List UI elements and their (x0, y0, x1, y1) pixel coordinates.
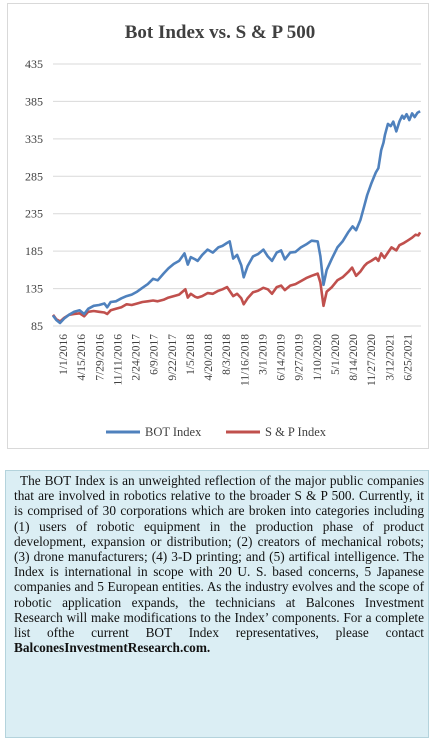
chart-title: Bot Index vs. S & P 500 (125, 22, 316, 43)
series-line-bot-index (51, 110, 421, 325)
x-tick-label: 3/12/2021 (384, 334, 396, 381)
x-tick-label: 11/27/2020 (366, 334, 378, 386)
x-tick-label: 3/1/2019 (257, 334, 269, 375)
series-lines (51, 110, 422, 325)
y-tick-label: 385 (25, 94, 43, 108)
x-tick-label: 5/1/2020 (330, 334, 342, 375)
x-tick-label: 8/14/2020 (348, 334, 360, 381)
x-tick-label: 1/5/2018 (185, 334, 197, 375)
x-tick-label: 1/1/2016 (58, 334, 70, 375)
x-tick-label: 9/27/2019 (294, 334, 306, 381)
y-tick-label: 435 (25, 57, 43, 71)
series-line-s-p-index (51, 231, 422, 323)
x-tick-label: 8/3/2018 (221, 334, 233, 375)
description-text: The BOT Index is an unweighted reflectio… (14, 473, 424, 641)
y-tick-label: 285 (25, 169, 43, 183)
legend-label: BOT Index (145, 425, 202, 439)
y-tick-label: 185 (25, 244, 43, 258)
y-tick-label: 85 (31, 319, 43, 333)
legend: BOT Index S & P Index (106, 425, 327, 439)
y-axis-tick-labels: 85 135 185 235 285 335 385 435 (25, 57, 43, 333)
description-panel: The BOT Index is an unweighted reflectio… (5, 470, 429, 738)
x-tick-label: 4/15/2016 (76, 334, 88, 381)
x-tick-label: 4/20/2018 (203, 334, 215, 381)
x-tick-label: 2/24/2017 (131, 334, 143, 381)
y-tick-label: 335 (25, 132, 43, 146)
x-tick-label: 11/16/2018 (239, 334, 251, 386)
x-tick-label: 9/22/2017 (167, 334, 179, 381)
y-tick-label: 135 (25, 282, 43, 296)
gridlines (53, 63, 421, 327)
x-tick-label: 6/9/2017 (149, 334, 161, 375)
x-tick-label: 7/29/2016 (94, 334, 106, 381)
x-axis-tick-labels: 1/1/2016 4/15/2016 7/29/2016 11/11/2016 2/24… (58, 334, 414, 386)
legend-label: S & P Index (265, 425, 327, 439)
x-tick-label: 1/10/2020 (312, 334, 324, 381)
x-tick-label: 6/25/2021 (402, 334, 414, 381)
contact-website-link[interactable]: BalconesInvestmentResearch.com. (14, 640, 211, 656)
x-tick-label: 11/11/2016 (112, 334, 124, 386)
y-tick-label: 235 (25, 207, 43, 221)
line-chart: Bot Index vs. S & P 500 85 135 185 235 285 33… (25, 22, 422, 439)
x-tick-label: 6/14/2019 (276, 334, 288, 381)
chart-panel: Bot Index vs. S & P 500 85 135 185 235 285 33… (7, 3, 429, 449)
